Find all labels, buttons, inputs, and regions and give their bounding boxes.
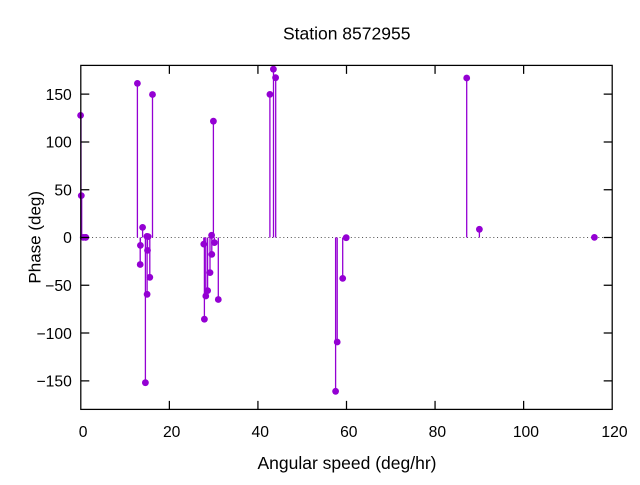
svg-text:50: 50 [54,182,72,199]
svg-text:150: 150 [46,87,72,104]
svg-text:20: 20 [163,424,181,441]
svg-text:100: 100 [46,135,72,152]
svg-text:60: 60 [340,424,358,441]
svg-text:−100: −100 [36,326,72,343]
svg-text:Phase (deg): Phase (deg) [25,191,44,284]
svg-text:0: 0 [63,230,72,247]
svg-text:120: 120 [601,424,627,441]
svg-text:−50: −50 [45,278,72,295]
svg-text:40: 40 [252,424,270,441]
svg-text:−150: −150 [36,374,72,391]
svg-text:Angular speed (deg/hr): Angular speed (deg/hr) [258,453,437,473]
svg-text:100: 100 [513,424,539,441]
svg-text:80: 80 [429,424,447,441]
svg-text:Station 8572955: Station 8572955 [283,24,410,44]
svg-text:0: 0 [79,424,88,441]
